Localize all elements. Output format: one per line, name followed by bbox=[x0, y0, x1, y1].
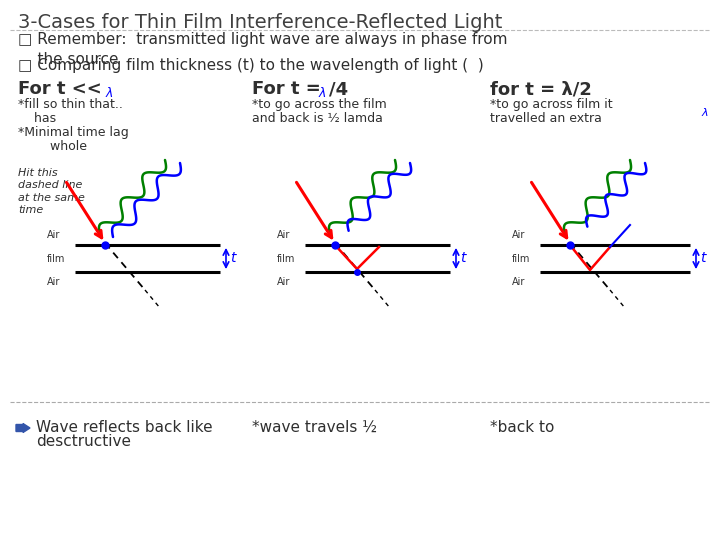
Text: for t = λ/2: for t = λ/2 bbox=[490, 80, 592, 98]
Text: travelled an extra: travelled an extra bbox=[490, 112, 602, 125]
Text: film: film bbox=[47, 253, 66, 264]
Text: *fill so thin that..: *fill so thin that.. bbox=[18, 98, 123, 111]
Text: Air: Air bbox=[47, 277, 60, 287]
Text: Air: Air bbox=[47, 230, 60, 240]
Text: t: t bbox=[700, 252, 706, 266]
Text: has: has bbox=[18, 112, 56, 125]
Text: Hit this
dashed line
at the same
time: Hit this dashed line at the same time bbox=[18, 168, 85, 215]
Text: desctructive: desctructive bbox=[36, 434, 131, 449]
Text: *Minimal time lag: *Minimal time lag bbox=[18, 126, 129, 139]
Text: t: t bbox=[230, 252, 235, 266]
Text: t: t bbox=[460, 252, 466, 266]
Text: film: film bbox=[512, 253, 531, 264]
Text: *to go across film it: *to go across film it bbox=[490, 98, 613, 111]
Text: For t =: For t = bbox=[252, 80, 327, 98]
Text: *wave travels ½: *wave travels ½ bbox=[252, 420, 377, 435]
Text: film: film bbox=[277, 253, 295, 264]
Text: *back to: *back to bbox=[490, 420, 554, 435]
Text: □ Remember:  transmitted light wave are always in phase from
    the source: □ Remember: transmitted light wave are a… bbox=[18, 32, 508, 67]
Text: *to go across the film: *to go across the film bbox=[252, 98, 387, 111]
Text: Air: Air bbox=[277, 230, 290, 240]
Text: 3-Cases for Thin Film Interference-Reflected Light: 3-Cases for Thin Film Interference-Refle… bbox=[18, 13, 503, 32]
Text: Air: Air bbox=[512, 277, 526, 287]
Text: λ: λ bbox=[701, 108, 708, 118]
Text: Air: Air bbox=[512, 230, 526, 240]
Text: Wave reflects back like: Wave reflects back like bbox=[36, 420, 212, 435]
Text: □ Comparing film thickness (t) to the wavelength of light (  ): □ Comparing film thickness (t) to the wa… bbox=[18, 58, 484, 73]
Text: and back is ½ lamda: and back is ½ lamda bbox=[252, 112, 383, 125]
FancyArrow shape bbox=[16, 423, 30, 433]
Text: /4: /4 bbox=[329, 80, 348, 98]
Text: For t <<: For t << bbox=[18, 80, 108, 98]
Text: λ: λ bbox=[319, 87, 326, 100]
Text: λ: λ bbox=[106, 87, 113, 100]
Text: Air: Air bbox=[277, 277, 290, 287]
Text: whole: whole bbox=[18, 140, 87, 153]
